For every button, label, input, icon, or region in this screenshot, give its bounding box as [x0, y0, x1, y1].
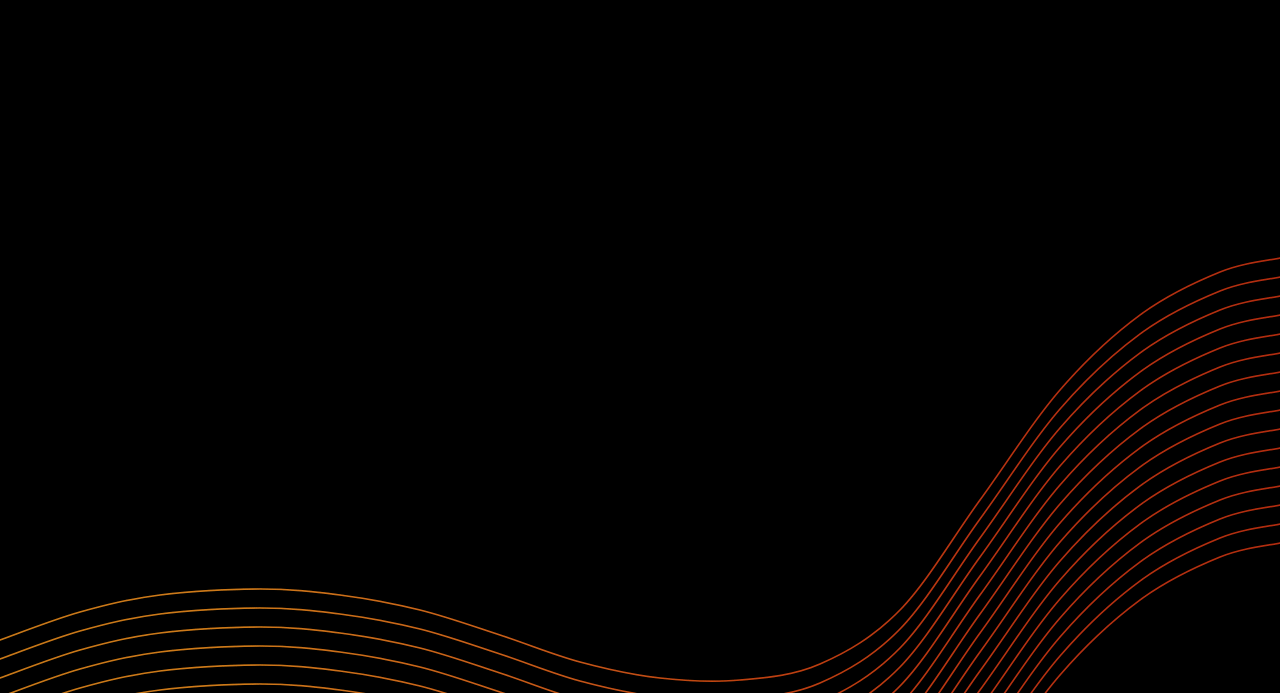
wave-line-speckle — [1030, 523, 1280, 693]
wave-line-speckle — [990, 466, 1280, 693]
wave-line-speckle — [0, 257, 1280, 682]
wave-line-speckle — [976, 447, 1280, 693]
wave-line-speckle — [1003, 485, 1280, 693]
wave-line-speckle — [135, 352, 1280, 693]
wave-line-speckle — [950, 409, 1280, 693]
wave-line-speckle — [1044, 542, 1280, 693]
wave-line-speckle — [0, 295, 1280, 693]
wave-line-speckle — [937, 390, 1280, 693]
wave-line-speckle — [963, 428, 1280, 693]
wave-line-speckle — [0, 276, 1280, 693]
wave-line-speckle — [8, 314, 1280, 693]
wave-line-speckle — [924, 371, 1280, 693]
wave-lines-gold-speckle-group — [0, 257, 1280, 693]
wave-line-speckle — [61, 333, 1280, 693]
wave-line-speckle — [1016, 504, 1280, 693]
